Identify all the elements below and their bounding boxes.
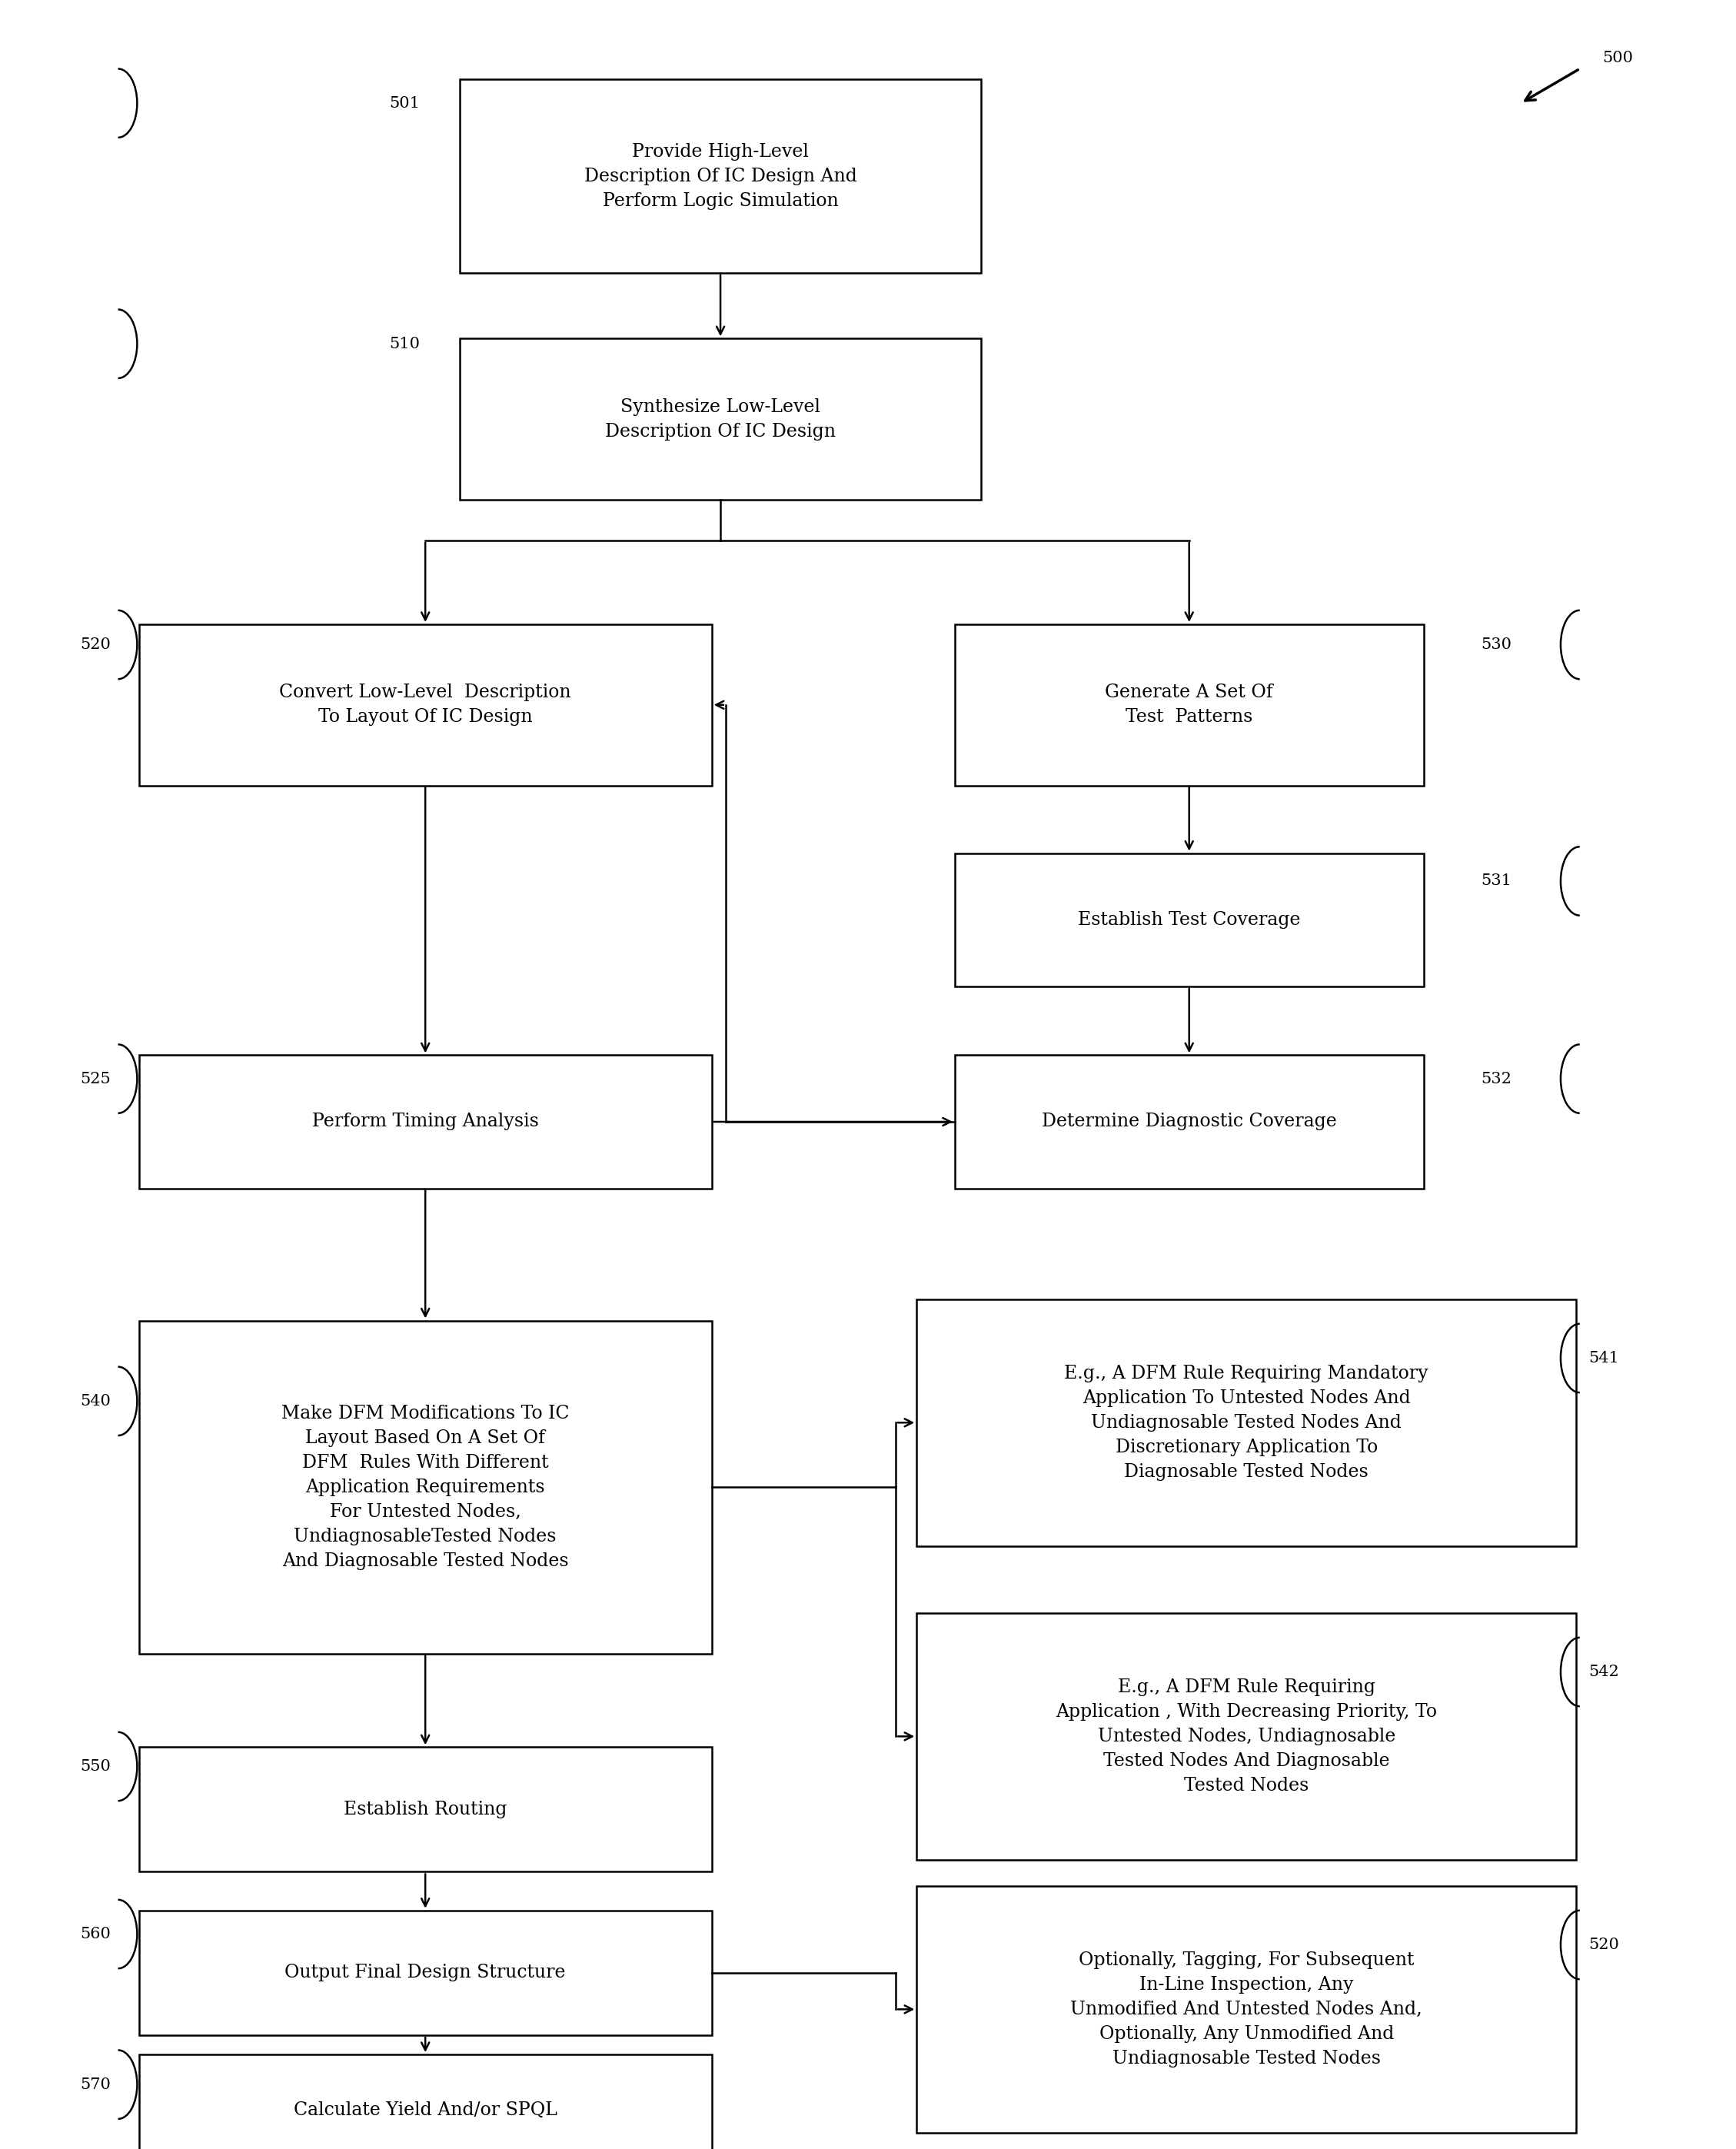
Bar (917, 1612, 1576, 1859)
Text: Determine Diagnostic Coverage: Determine Diagnostic Coverage (1042, 1113, 1337, 1130)
Bar (139, 1055, 712, 1188)
Text: Make DFM Modifications To IC
Layout Based On A Set Of
DFM  Rules With Different
: Make DFM Modifications To IC Layout Base… (281, 1405, 569, 1569)
Bar (955, 623, 1424, 784)
Bar (139, 1747, 712, 1872)
Text: E.g., A DFM Rule Requiring Mandatory
Application To Untested Nodes And
Undiagnos: E.g., A DFM Rule Requiring Mandatory App… (1064, 1365, 1429, 1481)
Text: Perform Timing Analysis: Perform Timing Analysis (312, 1113, 538, 1130)
Text: 541: 541 (1588, 1352, 1620, 1365)
Text: E.g., A DFM Rule Requiring
Application , With Decreasing Priority, To
Untested N: E.g., A DFM Rule Requiring Application ,… (1055, 1678, 1437, 1794)
Text: 542: 542 (1588, 1665, 1620, 1678)
Text: Generate A Set Of
Test  Patterns: Generate A Set Of Test Patterns (1106, 683, 1272, 726)
Text: Output Final Design Structure: Output Final Design Structure (285, 1964, 566, 1981)
Bar (139, 2054, 712, 2149)
Text: 550: 550 (80, 1760, 111, 1773)
Text: Establish Routing: Establish Routing (344, 1801, 507, 1818)
Bar (917, 1298, 1576, 1547)
Bar (139, 1910, 712, 2035)
Text: Calculate Yield And/or SPQL: Calculate Yield And/or SPQL (293, 2102, 557, 2119)
Text: 560: 560 (80, 1928, 111, 1941)
Text: Synthesize Low-Level
Description Of IC Design: Synthesize Low-Level Description Of IC D… (606, 398, 835, 441)
Text: 525: 525 (80, 1072, 111, 1085)
Bar (139, 1319, 712, 1655)
Text: 520: 520 (1588, 1938, 1620, 1951)
Text: 530: 530 (1481, 638, 1512, 651)
Bar (460, 80, 981, 273)
Text: 500: 500 (1602, 52, 1634, 64)
Text: 501: 501 (389, 97, 420, 110)
Bar (955, 853, 1424, 986)
Bar (460, 337, 981, 499)
Text: Optionally, Tagging, For Subsequent
In-Line Inspection, Any
Unmodified And Untes: Optionally, Tagging, For Subsequent In-L… (1071, 1951, 1422, 2067)
Text: 540: 540 (80, 1395, 111, 1408)
Text: Convert Low-Level  Description
To Layout Of IC Design: Convert Low-Level Description To Layout … (279, 683, 571, 726)
Text: Establish Test Coverage: Establish Test Coverage (1078, 911, 1300, 928)
Text: 532: 532 (1481, 1072, 1512, 1085)
Bar (955, 1055, 1424, 1188)
Text: Provide High-Level
Description Of IC Design And
Perform Logic Simulation: Provide High-Level Description Of IC Des… (583, 142, 858, 211)
Bar (139, 623, 712, 784)
Text: 520: 520 (80, 638, 111, 651)
Bar (917, 1887, 1576, 2132)
Text: 570: 570 (80, 2078, 111, 2091)
Text: 510: 510 (389, 337, 420, 350)
Text: 531: 531 (1481, 875, 1512, 888)
